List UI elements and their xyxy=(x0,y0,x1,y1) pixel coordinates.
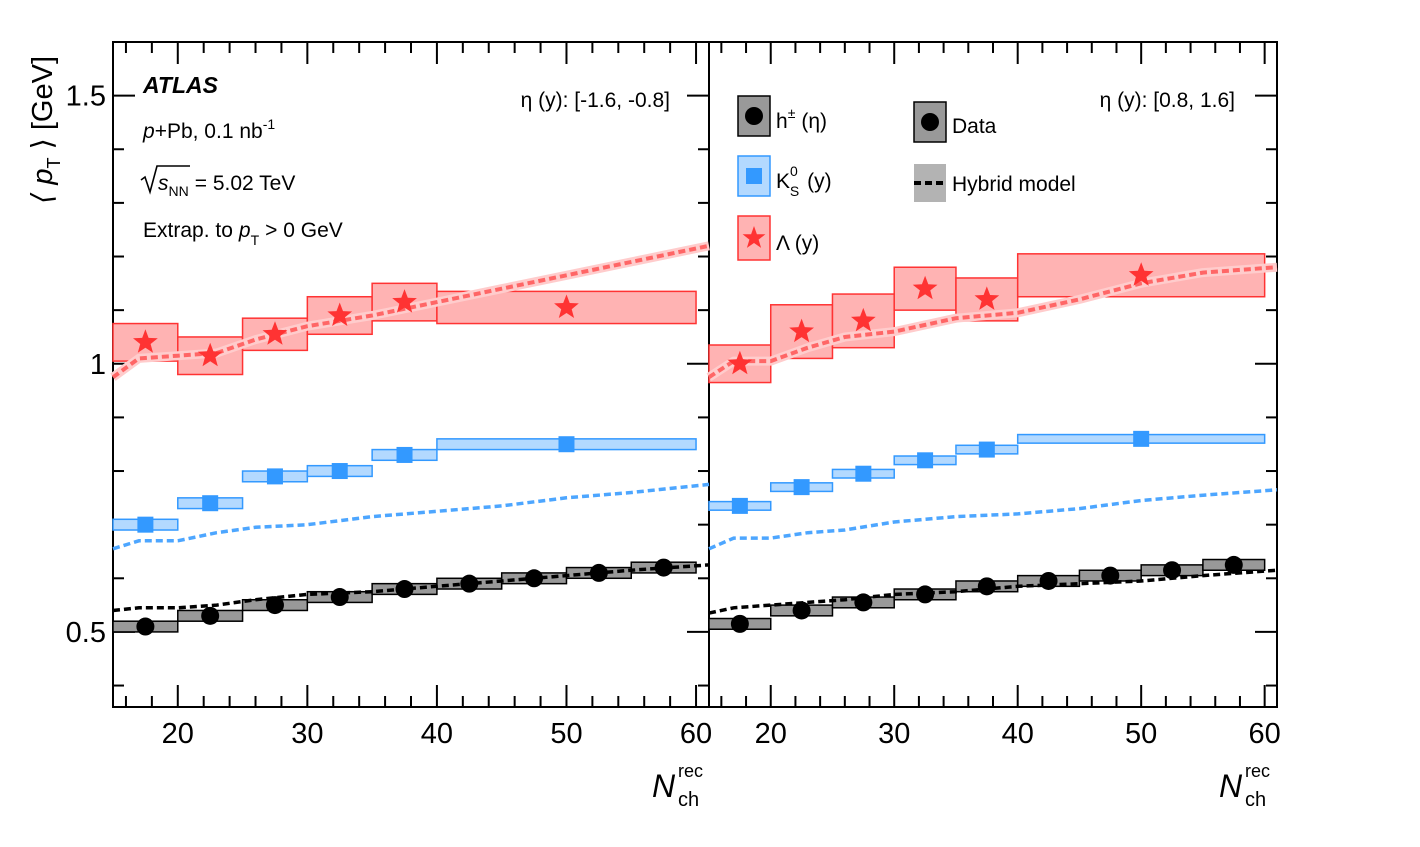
x-axis-label-right: N xyxy=(1219,768,1243,804)
x-tick-label-left: 60 xyxy=(680,718,712,750)
sqrt-sign xyxy=(140,165,190,195)
lambda-data-point xyxy=(974,286,1000,310)
charged-data-point xyxy=(1224,555,1243,574)
x-tick-label-right: 20 xyxy=(755,718,787,750)
x-axis-label-left-sup: rec xyxy=(678,761,703,781)
eta-label-left: η (y): [-1.6, -0.8] xyxy=(521,89,670,112)
kshort-data-point xyxy=(558,436,575,453)
energy-label: sNN = 5.02 TeV xyxy=(140,165,295,199)
x-tick-label-right: 60 xyxy=(1249,718,1281,750)
charged-data-point xyxy=(460,574,479,593)
kshort-data-point xyxy=(793,479,810,496)
kshort-data-point xyxy=(202,495,219,512)
legend: h± (η) K0 S (y) Λ (y) Data Hybrid model xyxy=(737,95,1076,261)
legend-entry-lambda: Λ (y) xyxy=(737,215,819,261)
kshort-data-point xyxy=(137,516,154,533)
x-tick-label-left: 50 xyxy=(550,718,582,750)
x-tick-label-right: 40 xyxy=(1002,718,1034,750)
panel-left xyxy=(110,241,710,636)
lambda-data-point xyxy=(133,329,158,353)
legend-lambda-marker xyxy=(742,226,766,248)
atlas-label: ATLAS xyxy=(142,72,219,98)
x-tick-label-left: 30 xyxy=(291,718,323,750)
kshort-data-point xyxy=(266,468,283,485)
lambda-data-point xyxy=(327,302,353,326)
charged-data-point xyxy=(977,577,996,596)
charged-data-point xyxy=(1039,571,1058,590)
charged-data-point xyxy=(1101,566,1120,585)
panel-right xyxy=(706,253,1278,633)
lambda-data-point xyxy=(912,275,938,300)
energy-text: sNN = 5.02 TeV xyxy=(158,172,295,199)
kshort-model-line xyxy=(708,488,1278,551)
kshort-data-point xyxy=(978,441,995,458)
x-tick-label-right: 30 xyxy=(878,718,910,750)
lambda-data-point xyxy=(554,294,579,318)
lambda-model-line xyxy=(707,265,1278,379)
charged-data-point xyxy=(1163,561,1182,580)
charged-data-point xyxy=(854,593,873,612)
kshort-data-point xyxy=(331,463,348,480)
legend-kshort-marker xyxy=(746,168,762,184)
system-label: p+Pb, 0.1 nb-1 xyxy=(142,116,275,143)
lambda-data-point xyxy=(851,307,876,332)
x-axis-label-left-sub: ch xyxy=(678,789,699,811)
x-axis-label-right-sup: rec xyxy=(1245,761,1270,781)
axis-ticks: 20 30 40 50 60 20 30 40 50 60 0.5 1 1.5 xyxy=(66,41,1281,750)
lambda-data-point xyxy=(262,321,288,345)
legend-charged-marker xyxy=(745,107,763,125)
charged-data-point xyxy=(589,563,608,582)
x-tick-label-left: 20 xyxy=(162,718,194,750)
charged-data-point xyxy=(395,580,414,599)
charged-data-point xyxy=(730,614,749,633)
charged-data-point xyxy=(525,569,544,588)
charged-data-point xyxy=(792,601,811,620)
y-tick-label: 1.5 xyxy=(66,81,106,113)
lambda-data-point xyxy=(727,350,753,375)
kshort-model-line xyxy=(112,482,710,551)
y-axis-label: ⟨ pT⟩ [GeV] xyxy=(27,56,64,204)
charged-data-point xyxy=(330,588,349,607)
charged-data-point xyxy=(654,558,673,577)
x-tick-label-right: 50 xyxy=(1125,718,1157,750)
legend-model-text: Hybrid model xyxy=(952,173,1076,196)
legend-entry-model: Hybrid model xyxy=(914,164,1076,202)
legend-data-marker xyxy=(921,113,939,131)
charged-model-line xyxy=(112,563,710,613)
extrap-label: Extrap. to pT > 0 GeV xyxy=(143,219,343,248)
kshort-data-point xyxy=(917,452,934,469)
legend-lambda-text: Λ (y) xyxy=(776,232,819,255)
legend-entry-data: Data xyxy=(913,101,997,143)
y-tick-label: 0.5 xyxy=(66,617,106,649)
kshort-data-point xyxy=(855,465,872,482)
x-tick-label-left: 40 xyxy=(421,718,453,750)
lambda-data-point xyxy=(1128,262,1154,286)
legend-entry-kshort: K0 S (y) xyxy=(737,155,832,199)
lambda-data-point xyxy=(789,318,814,343)
lambda-data-point xyxy=(392,289,417,313)
charged-model-line xyxy=(708,568,1278,615)
y-tick-label: 1 xyxy=(90,349,106,381)
x-axis-label-right-sub: ch xyxy=(1245,789,1266,811)
lambda-data-point xyxy=(197,342,223,367)
charged-data-point xyxy=(265,596,284,615)
legend-data-text: Data xyxy=(952,115,997,138)
charged-data-point xyxy=(201,606,220,625)
kshort-data-point xyxy=(731,497,748,514)
legend-entry-charged: h± (η) xyxy=(737,95,827,137)
x-axis-label-left: N xyxy=(652,768,676,804)
charged-data-point xyxy=(136,617,155,636)
legend-kshort-box xyxy=(737,155,771,197)
legend-charged-text: h± (η) xyxy=(776,105,827,133)
eta-label-right: η (y): [0.8, 1.6] xyxy=(1100,89,1235,112)
charged-data-point xyxy=(916,585,935,604)
kshort-data-point xyxy=(396,446,413,463)
kshort-data-point xyxy=(1133,430,1150,447)
legend-kshort-text: K0 S (y) xyxy=(776,163,832,199)
